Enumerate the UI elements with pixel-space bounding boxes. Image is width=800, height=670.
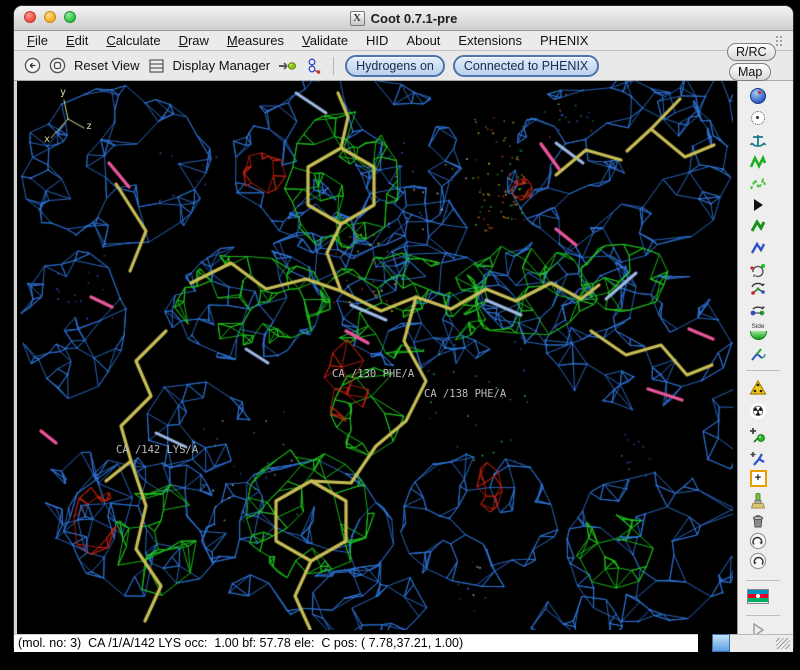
clear-pending-icon[interactable]	[747, 491, 769, 511]
rrc-button[interactable]: R/RC	[727, 43, 776, 61]
anchor-icon[interactable]	[747, 131, 769, 151]
status-gap	[698, 634, 712, 652]
menu-extensions[interactable]: Extensions	[458, 33, 523, 48]
delete-item-icon[interactable]	[747, 511, 769, 531]
redo-icon[interactable]	[747, 551, 769, 571]
molecule-icon[interactable]	[305, 57, 322, 75]
menu-calculate[interactable]: Calculate	[106, 33, 161, 48]
regularize-zone-icon[interactable]	[747, 175, 769, 195]
atom-label: CA /142 LYS/A	[116, 444, 199, 456]
atom-label: CA /138 PHE/A	[424, 388, 507, 400]
main-area: y x z CA /130 PHE/A CA /138 PHE/A CA /14…	[14, 81, 793, 638]
status-row: (mol. no: 3) CA /1/A/142 LYS occ: 1.00 b…	[14, 634, 793, 652]
axis-x-label: x	[44, 134, 51, 145]
menu-measures[interactable]: Measures	[226, 33, 285, 48]
reset-view-button[interactable]: Reset View	[74, 58, 140, 73]
add-terminal-residue-icon[interactable]	[747, 425, 769, 445]
fixed-atoms-icon[interactable]	[747, 195, 769, 215]
rotamer-fit-icon[interactable]	[747, 238, 769, 258]
phenix-connection-toggle[interactable]: Connected to PHENIX	[452, 54, 600, 77]
edit-chi-angles-icon[interactable]	[747, 260, 769, 280]
close-button[interactable]	[24, 11, 36, 23]
canvas-gutter	[14, 81, 17, 634]
modelling-sidebar: Side ☢ +	[737, 81, 793, 638]
zoom-button[interactable]	[64, 11, 76, 23]
menu-about[interactable]: About	[406, 33, 441, 48]
sidebar-separator	[746, 580, 780, 581]
menu-file[interactable]: File	[27, 33, 48, 48]
globe-icon[interactable]	[747, 86, 769, 106]
target-circle-icon[interactable]	[747, 108, 769, 128]
axis-z-label: z	[86, 121, 93, 132]
go-to-atom-icon[interactable]	[278, 57, 297, 75]
coot-window: X Coot 0.7.1-pre File Edit Calculate Dra…	[14, 6, 793, 652]
menu-bar: File Edit Calculate Draw Measures Valida…	[14, 31, 793, 51]
add-atom-icon[interactable]: +	[747, 468, 769, 488]
record-view-button[interactable]	[49, 57, 66, 74]
back-view-button[interactable]	[24, 57, 41, 74]
sidebar-separator	[746, 615, 780, 616]
resize-grip-icon[interactable]	[776, 638, 790, 649]
display-manager-button[interactable]: Display Manager	[172, 58, 271, 73]
menu-phenix[interactable]: PHENIX	[540, 33, 589, 48]
title-wrap: X Coot 0.7.1-pre	[349, 10, 458, 26]
menu-draw[interactable]: Draw	[178, 33, 209, 48]
display-manager-icon	[148, 58, 164, 73]
side-chain-180-icon[interactable]: Side	[747, 322, 769, 342]
menu-hid[interactable]: HID	[366, 33, 389, 48]
undo-icon[interactable]	[747, 531, 769, 551]
graphics-area: y x z CA /130 PHE/A CA /138 PHE/A CA /14…	[14, 81, 737, 634]
atom-label: CA /130 PHE/A	[332, 368, 415, 380]
simple-mutate-icon[interactable]: ☢	[750, 403, 766, 419]
axis-y-label: y	[60, 87, 67, 98]
torsion-general-icon[interactable]	[747, 278, 769, 298]
menu-validate[interactable]: Validate	[302, 33, 349, 48]
window-title: Coot 0.7.1-pre	[370, 10, 458, 26]
toolbar-separator	[333, 56, 335, 75]
3d-view-canvas[interactable]	[17, 81, 733, 630]
toolbar: Reset View Display Manager Hydrogens on …	[14, 51, 793, 81]
x11-logo-icon: X	[349, 10, 365, 26]
corner-widget[interactable]	[712, 634, 730, 652]
map-button[interactable]: Map	[729, 63, 772, 81]
status-bar: (mol. no: 3) CA /1/A/142 LYS occ: 1.00 b…	[14, 634, 698, 652]
menu-edit[interactable]: Edit	[65, 33, 89, 48]
run-script-icon[interactable]	[747, 620, 769, 640]
flip-peptide-icon[interactable]	[747, 300, 769, 320]
rigid-body-fit-icon[interactable]	[747, 216, 769, 236]
minimize-button[interactable]	[44, 11, 56, 23]
jed-flip-icon[interactable]	[747, 345, 769, 365]
mutate-icon[interactable]	[747, 378, 769, 398]
sidebar-separator	[746, 370, 780, 371]
real-space-refine-icon[interactable]	[747, 153, 769, 173]
menubar-grip[interactable]	[775, 35, 783, 46]
corner-area	[730, 634, 793, 652]
window-controls	[24, 11, 76, 23]
add-alt-conf-icon[interactable]	[747, 448, 769, 468]
title-bar[interactable]: X Coot 0.7.1-pre	[14, 6, 793, 31]
hydrogens-toggle[interactable]: Hydrogens on	[345, 54, 445, 77]
azerbaijan-flag-icon[interactable]	[747, 586, 769, 606]
